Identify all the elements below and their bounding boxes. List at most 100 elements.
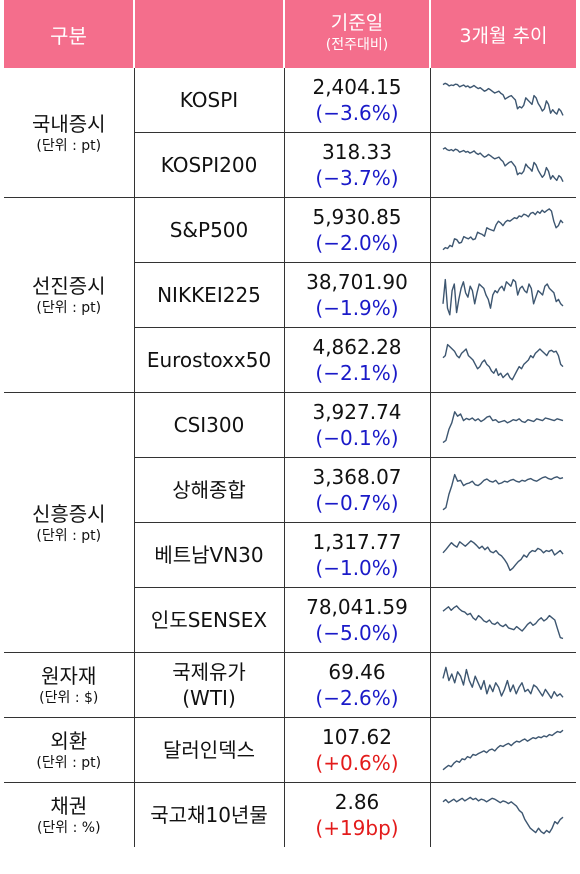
base-value: 2,404.15 [312,75,402,99]
header-row: 구분 기준일 (전주대비) 3개월 추이 [4,0,576,68]
sparkline-chart [442,605,564,640]
header-base-date-label: 기준일 [330,12,384,34]
instrument-name-cell: 국제유가 (WTI) [134,652,285,718]
trend-cell [430,587,576,653]
category-unit: (단위 : pt) [36,300,102,316]
base-value: 38,701.90 [306,270,408,294]
trend-cell [430,522,576,588]
instrument-name-cell: 베트남VN30 [134,522,285,588]
weekly-change: (+19bp) [315,816,399,840]
weekly-change: (−5.0%) [315,621,399,645]
instrument-name: Eurostoxx50 [146,348,272,372]
trend-cell [430,197,576,263]
base-value: 2.86 [334,790,380,814]
value-cell: 1,317.77 (−1.0%) [284,522,431,588]
table-row: KOSPI200 318.33 (−3.7%) [4,132,576,198]
value-cell: 5,930.85 (−2.0%) [284,197,431,263]
trend-cell [430,652,576,718]
sparkline-line [442,796,564,835]
instrument-name: NIKKEI225 [157,283,261,307]
table-row: 원자재 (단위 : $) 국제유가 (WTI) 69.46 (−2.6%) [4,652,576,718]
base-value: 4,862.28 [312,335,402,359]
instrument-name: CSI300 [173,413,245,437]
table-body: 국내증시 (단위 : pt) KOSPI 2,404.15 (−3.6%) KOSPI20… [4,68,576,847]
instrument-name-cell: NIKKEI225 [134,262,285,328]
category-label: 채권 [50,794,88,818]
table-row: 외환 (단위 : pt) 달러인덱스 107.62 (+0.6%) [4,717,576,783]
value-cell: 38,701.90 (−1.9%) [284,262,431,328]
instrument-name: 국제유가 [172,660,246,684]
header-trend: 3개월 추이 [429,0,576,68]
trend-cell [430,717,576,783]
category-cell: 원자재 (단위 : $) [4,652,135,718]
base-value: 78,041.59 [306,595,408,619]
instrument-name-cell: KOSPI [134,68,285,133]
sparkline-chart [442,473,564,511]
instrument-name-cell: 달러인덱스 [134,717,285,783]
weekly-change: (+0.6%) [315,751,399,775]
weekly-change: (−0.7%) [315,491,399,515]
sparkline-line [442,605,564,640]
table-row: NIKKEI225 38,701.90 (−1.9%) [4,262,576,328]
trend-cell [430,392,576,458]
category-cell: 신흥증시 (단위 : pt) [4,392,135,653]
table-row: 베트남VN30 1,317.77 (−1.0%) [4,522,576,588]
value-cell: 69.46 (−2.6%) [284,652,431,718]
weekly-change: (−2.6%) [315,686,399,710]
sparkline-line [442,540,564,572]
value-cell: 318.33 (−3.7%) [284,132,431,198]
sparkline-chart [442,278,564,316]
instrument-name: 달러인덱스 [163,738,255,762]
instrument-name: 국고채10년물 [150,803,268,827]
table-row: Eurostoxx50 4,862.28 (−2.1%) [4,327,576,393]
trend-cell [430,327,576,393]
trend-cell [430,132,576,198]
table-row: 선진증시 (단위 : pt) S&P500 5,930.85 (−2.0%) [4,197,576,393]
sparkline-line [442,82,564,116]
category-cell: 국내증시 (단위 : pt) [4,68,135,198]
weekly-change: (−3.7%) [315,166,399,190]
sparkline-chart [442,540,564,572]
category-unit: (단위 : pt) [36,137,102,154]
category-label: 외환 [50,729,88,753]
sparkline-chart [442,147,564,183]
sparkline-line [442,729,564,771]
instrument-name-cell: KOSPI200 [134,132,285,198]
instrument-name-cell: 국고채10년물 [134,782,285,847]
instrument-name-cell: Eurostoxx50 [134,327,285,393]
market-summary-table: 구분 기준일 (전주대비) 3개월 추이 국내증시 (단위 : pt) KOSPI 2… [4,0,576,847]
weekly-change: (−1.9%) [315,296,399,320]
category-cell: 채권 (단위 : %) [4,782,135,847]
weekly-change: (−0.1%) [315,426,399,450]
table-row: 국내증시 (단위 : pt) KOSPI 2,404.15 (−3.6%) [4,68,576,198]
instrument-name: 상해종합 [172,478,246,502]
category-unit: (단위 : pt) [36,755,102,771]
sparkline-line [442,343,564,381]
header-category: 구분 [4,0,134,68]
base-value: 1,317.77 [312,530,402,554]
sparkline-line [442,411,564,444]
instrument-name: KOSPI200 [160,153,258,177]
header-base-date: 기준일 (전주대비) [283,0,430,68]
base-value: 69.46 [328,660,386,684]
sparkline-chart [442,666,564,699]
base-value: 3,368.07 [312,465,402,489]
trend-cell [430,68,576,133]
value-cell: 2,404.15 (−3.6%) [284,68,431,133]
trend-cell [430,783,576,848]
value-cell: 3,368.07 (−0.7%) [284,457,431,523]
base-value: 107.62 [322,725,392,749]
weekly-change: (−2.1%) [315,361,399,385]
category-cell: 선진증시 (단위 : pt) [4,197,135,393]
sparkline-line [442,666,564,699]
sparkline-line [442,147,564,183]
value-cell: 3,927.74 (−0.1%) [284,392,431,458]
table-row: 채권 (단위 : %) 국고채10년물 2.86 (+19bp) [4,782,576,848]
instrument-name: S&P500 [169,218,249,242]
category-label: 국내증시 [31,111,106,136]
category-unit: (단위 : pt) [36,527,102,544]
table-row: 상해종합 3,368.07 (−0.7%) [4,457,576,523]
sparkline-line [442,278,564,316]
base-value: 5,930.85 [312,205,402,229]
instrument-name-cell: S&P500 [134,197,285,263]
